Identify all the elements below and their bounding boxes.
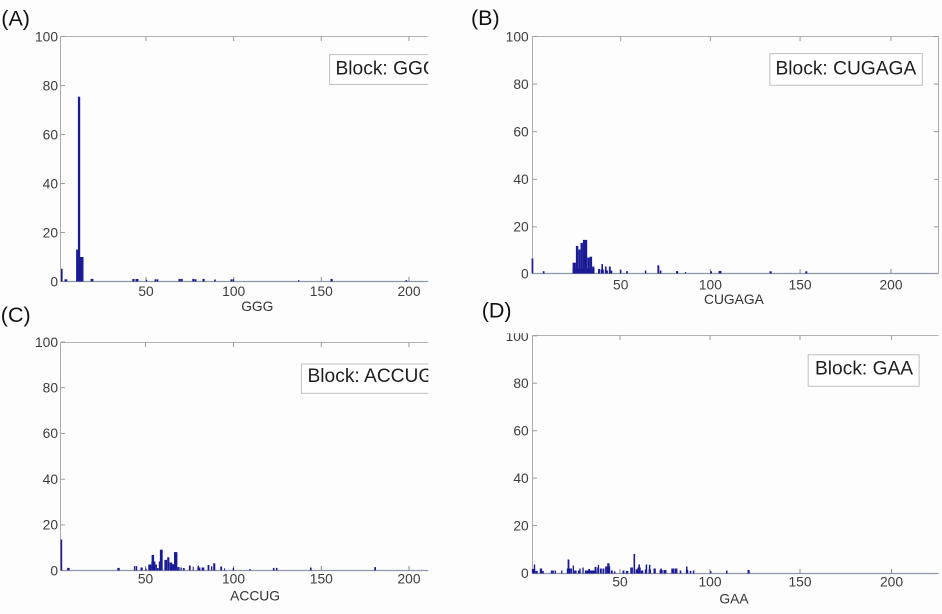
- svg-text:80: 80: [513, 77, 529, 92]
- svg-text:20: 20: [43, 225, 59, 240]
- svg-text:40: 40: [43, 176, 59, 191]
- svg-text:(B): (B): [471, 6, 500, 30]
- svg-text:80: 80: [513, 376, 529, 391]
- svg-text:50: 50: [138, 284, 154, 299]
- svg-text:200: 200: [880, 575, 903, 590]
- svg-text:150: 150: [788, 575, 811, 590]
- svg-text:GAA: GAA: [719, 591, 749, 606]
- svg-text:100: 100: [222, 572, 245, 587]
- svg-text:0: 0: [521, 566, 529, 581]
- svg-text:150: 150: [310, 284, 333, 299]
- svg-text:40: 40: [513, 172, 529, 187]
- svg-text:100: 100: [506, 29, 529, 44]
- svg-text:60: 60: [513, 424, 529, 439]
- svg-text:GGG: GGG: [241, 299, 273, 314]
- svg-text:Block: CUGAGA: Block: CUGAGA: [776, 59, 917, 80]
- svg-text:CUGAGA: CUGAGA: [704, 292, 765, 307]
- svg-text:(D): (D): [482, 298, 512, 322]
- svg-text:100: 100: [222, 284, 245, 299]
- svg-text:60: 60: [43, 127, 59, 142]
- svg-text:50: 50: [613, 277, 629, 292]
- svg-text:Block: GGG: Block: GGG: [336, 58, 438, 79]
- svg-text:ACCUG: ACCUG: [230, 588, 280, 603]
- svg-text:0: 0: [521, 266, 529, 281]
- svg-text:Block: GAA: Block: GAA: [815, 359, 913, 380]
- svg-text:150: 150: [789, 277, 812, 292]
- svg-text:100: 100: [35, 335, 58, 350]
- svg-text:150: 150: [310, 572, 333, 587]
- svg-text:(A): (A): [1, 6, 30, 30]
- svg-text:0: 0: [50, 274, 58, 289]
- svg-text:200: 200: [397, 572, 420, 587]
- svg-text:100: 100: [699, 277, 722, 292]
- svg-text:60: 60: [43, 426, 59, 441]
- svg-text:0: 0: [50, 563, 58, 578]
- svg-text:60: 60: [513, 125, 529, 140]
- svg-text:40: 40: [43, 472, 59, 487]
- svg-text:100: 100: [698, 575, 721, 590]
- svg-text:20: 20: [513, 518, 529, 533]
- svg-text:200: 200: [397, 284, 420, 299]
- svg-text:20: 20: [513, 220, 529, 235]
- svg-text:200: 200: [879, 277, 902, 292]
- svg-text:20: 20: [43, 518, 59, 533]
- svg-text:40: 40: [513, 471, 529, 486]
- svg-text:100: 100: [35, 29, 58, 44]
- svg-text:80: 80: [43, 381, 59, 396]
- svg-text:80: 80: [43, 78, 59, 93]
- svg-text:Block: ACCUG: Block: ACCUG: [308, 366, 434, 387]
- svg-text:50: 50: [138, 572, 154, 587]
- svg-text:100: 100: [506, 329, 529, 344]
- svg-text:50: 50: [612, 575, 628, 590]
- svg-text:(C): (C): [1, 303, 31, 327]
